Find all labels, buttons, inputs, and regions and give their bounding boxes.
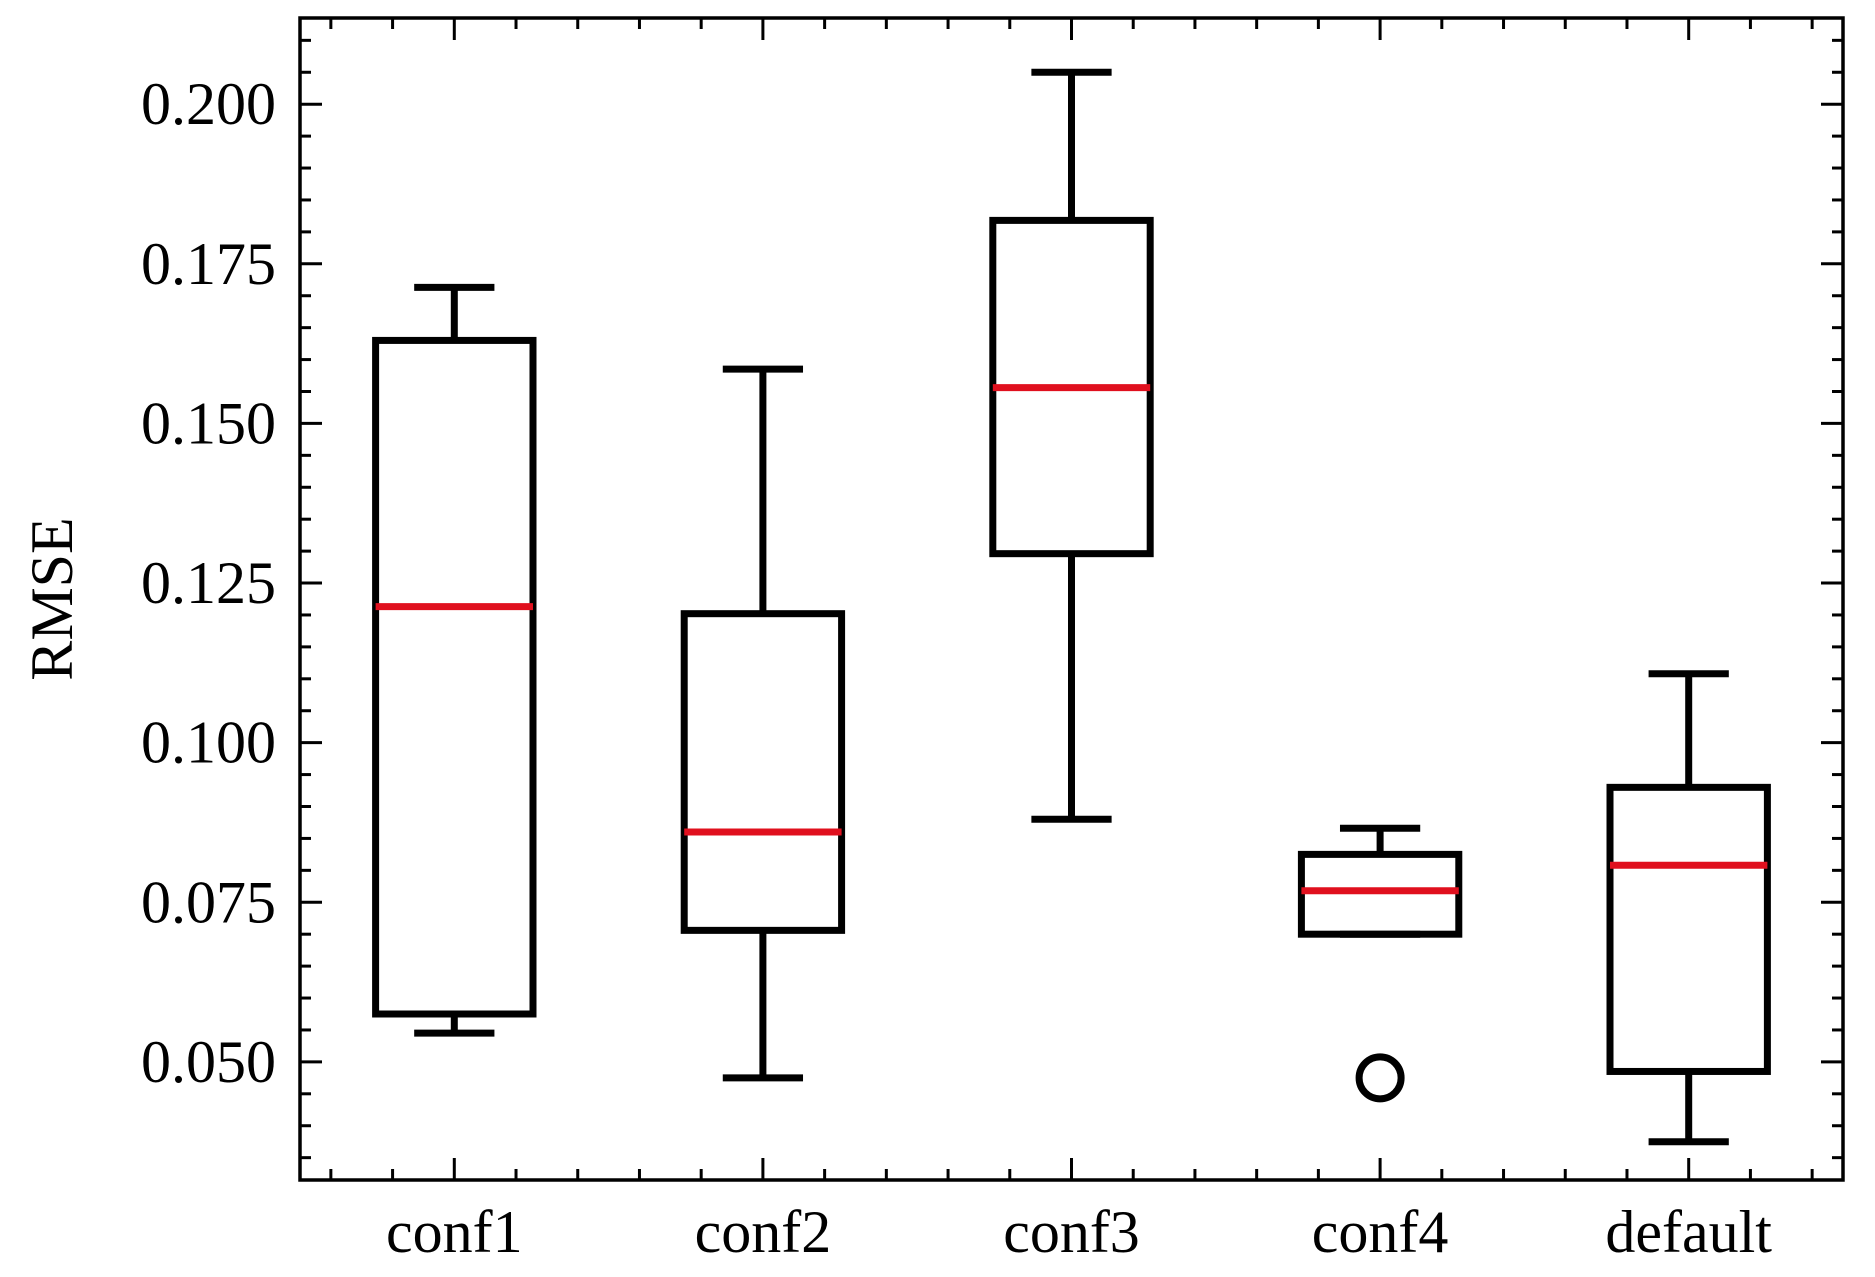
x-tick-label: conf1 (386, 1199, 523, 1265)
x-tick-label: conf3 (1003, 1199, 1140, 1265)
iqr-box (1606, 783, 1771, 1075)
y-tick-label: 0.200 (141, 71, 276, 137)
y-tick-label: 0.075 (141, 869, 276, 935)
y-axis-label: RMSE (19, 517, 85, 680)
outlier-point (1355, 1053, 1405, 1103)
iqr-box (1297, 850, 1463, 938)
y-tick-label: 0.150 (141, 390, 276, 456)
axis-ticks (300, 18, 1843, 1180)
y-tick-label: 0.175 (141, 231, 276, 297)
box-default (1606, 670, 1771, 1146)
y-tick-labels: 0.050 0.075 0.100 0.125 0.150 0.175 0.200 (141, 71, 276, 1095)
y-tick-label: 0.100 (141, 710, 276, 776)
x-tick-label: default (1605, 1199, 1772, 1265)
x-tick-labels: conf1 conf2 conf3 conf4 default (386, 1199, 1772, 1265)
box-conf1 (372, 283, 537, 1037)
x-tick-label: conf4 (1312, 1199, 1449, 1265)
box-conf2 (680, 365, 846, 1082)
box-conf3 (989, 68, 1154, 823)
iqr-box (372, 336, 537, 1018)
y-tick-label: 0.050 (141, 1029, 276, 1095)
boxes (372, 68, 1771, 1146)
x-tick-label: conf2 (695, 1199, 832, 1265)
iqr-box (680, 610, 846, 934)
box-conf4 (1297, 824, 1463, 1103)
y-tick-label: 0.125 (141, 550, 276, 616)
